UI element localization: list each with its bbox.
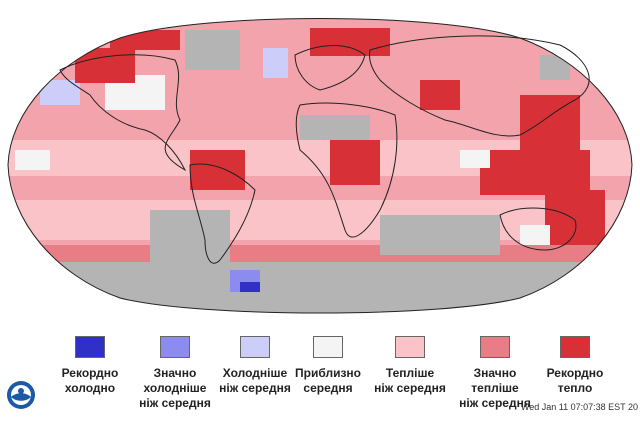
near-avg-patch (520, 225, 550, 245)
nodata-patch (380, 215, 500, 255)
record-cold-patch (240, 282, 260, 292)
record-warm-patch (190, 150, 245, 190)
cool-patch (40, 80, 80, 105)
record-warm-patch (480, 150, 590, 195)
nodata-patch (540, 55, 570, 80)
legend-item-record-cold: Рекордно холодно (40, 336, 140, 396)
noaa-logo-icon (7, 381, 35, 409)
legend-label: Значно холодніше ніж середня (139, 366, 211, 410)
record-warm-patch (420, 80, 460, 110)
europe-coast (294, 45, 366, 91)
legend-item-cooler: Холодніше ніж середня (205, 336, 305, 396)
legend-label: Тепліше ніж середня (374, 366, 446, 395)
record-warm-patch (330, 140, 380, 185)
record-warm-patch (110, 30, 180, 50)
cool-patch (263, 48, 288, 78)
nodata-patch (300, 115, 370, 140)
antarctica-nodata (8, 262, 632, 313)
world-anomaly-map (7, 18, 633, 314)
legend-label: Рекордно холодно (61, 366, 119, 395)
near-avg-patch (460, 150, 490, 168)
north-america-coast (59, 54, 187, 172)
asia-coast (369, 35, 590, 137)
legend-label: Рекордно тепло (546, 366, 604, 395)
legend-swatch (480, 336, 510, 358)
legend-label: Приблизно середня (295, 366, 361, 395)
legend-swatch (240, 336, 270, 358)
globe-outline (7, 18, 633, 314)
legend-item-much-warmer: Значно тепліше ніж середня (445, 336, 545, 411)
legend-item-warmer: Тепліше ніж середня (360, 336, 460, 396)
record-warm-patch (310, 28, 390, 56)
south-america-coast (189, 163, 256, 264)
timestamp-label: Wed Jan 11 07:07:38 EST 20 (520, 402, 638, 412)
nodata-patch (150, 210, 230, 265)
legend-swatch (395, 336, 425, 358)
record-warm-patch (75, 48, 135, 83)
legend-swatch (313, 336, 343, 358)
legend-swatch (560, 336, 590, 358)
legend-swatch (160, 336, 190, 358)
greenland-nodata (185, 30, 240, 70)
near-avg-patch (15, 150, 50, 170)
legend-label: Значно тепліше ніж середня (459, 366, 531, 410)
legend-item-much-cooler: Значно холодніше ніж середня (125, 336, 225, 411)
legend-item-record-warm: Рекордно тепло (525, 336, 625, 396)
legend-item-near-average: Приблизно середня (278, 336, 378, 396)
record-warm-patch (545, 190, 605, 245)
record-warm-patch (520, 95, 580, 150)
australia-coast (499, 207, 577, 251)
legend-label: Холодніше ніж середня (219, 366, 291, 395)
africa-coast (295, 102, 398, 238)
legend-swatch (75, 336, 105, 358)
